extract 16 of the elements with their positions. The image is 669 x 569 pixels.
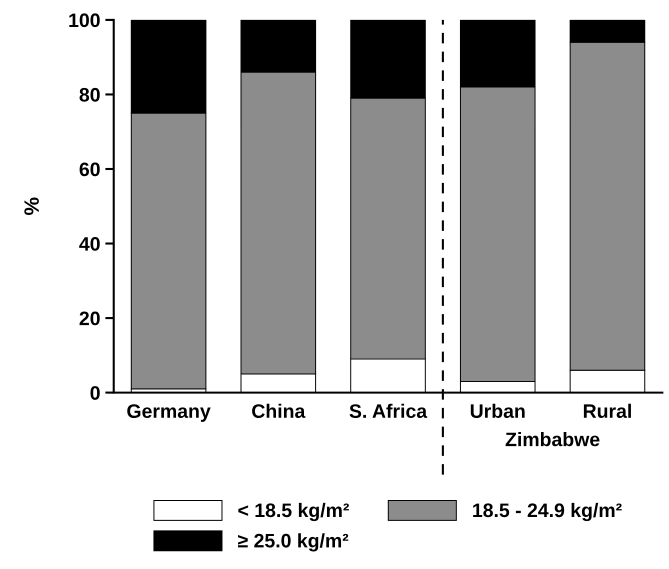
x-tick-label: Rural: [584, 404, 631, 418]
x-tick-label: Urban: [470, 404, 525, 418]
legend-label: 18.5 - 24.9 kg/m²: [473, 502, 622, 522]
y-tick-label: 20: [80, 312, 100, 326]
x-tick-label: S. Africa: [350, 404, 428, 418]
y-tick-label: 40: [79, 237, 100, 251]
y-axis-title: %: [24, 198, 39, 216]
legend-label: < 18.5 kg/m²: [238, 502, 349, 522]
y-tick-label: 60: [80, 162, 100, 176]
x-tick-label: Germany: [127, 404, 211, 422]
legend-label: ≥ 25.0 kg/m²: [238, 533, 348, 552]
y-tick-label: 0: [90, 386, 100, 400]
y-tick-label: 100: [69, 13, 100, 28]
y-tick-label: 80: [80, 88, 100, 102]
x-tick-label: China: [252, 404, 306, 418]
text: Zimbabwe: [506, 432, 600, 446]
